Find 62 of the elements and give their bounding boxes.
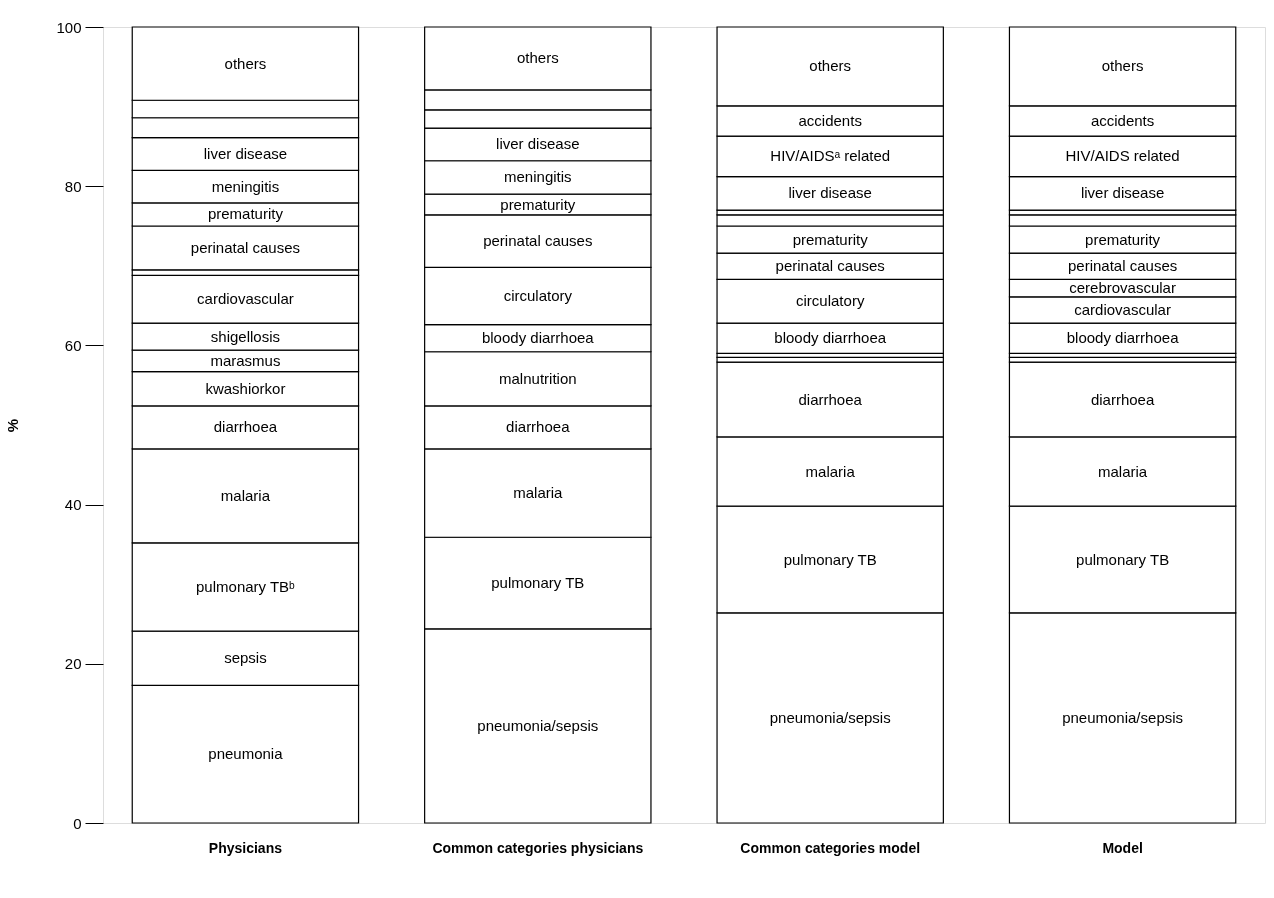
- data-label: pneumonia: [208, 745, 284, 763]
- data-label: pulmonary TB: [783, 550, 877, 568]
- data-label: prematurity: [1085, 230, 1161, 248]
- data-label: pneumonia/sepsis: [1062, 708, 1184, 726]
- data-label: liver disease: [203, 144, 288, 162]
- data-label: malaria: [220, 486, 271, 504]
- data-label: bloody diarrhoea: [481, 329, 595, 347]
- y-tick-label: 40: [64, 496, 82, 514]
- data-label: prematurity: [500, 195, 576, 213]
- data-label: others: [1101, 57, 1144, 75]
- data-label: diarrhoea: [506, 418, 571, 436]
- data-label: prematurity: [207, 205, 284, 223]
- data-label: circulatory: [503, 287, 573, 305]
- data-label: cardiovascular: [1074, 300, 1171, 318]
- data-label: sepsis: [224, 649, 267, 667]
- data-label: marasmus: [210, 351, 281, 369]
- data-label: accidents: [798, 111, 862, 129]
- data-label: others: [224, 54, 267, 72]
- data-label: perinatal causes: [1067, 257, 1178, 275]
- data-label: perinatal causes: [483, 232, 593, 250]
- data-label: pulmonary TB: [1076, 550, 1170, 568]
- y-tick-label: 60: [64, 336, 82, 354]
- data-label: diarrhoea: [213, 418, 278, 436]
- data-label: meningitis: [211, 177, 280, 195]
- data-label: malaria: [805, 462, 856, 480]
- data-label: HIV/AIDSᵃ related: [770, 147, 891, 165]
- data-label: circulatory: [796, 292, 865, 310]
- data-label: prematurity: [792, 230, 869, 248]
- data-label: kwashiorkor: [205, 379, 286, 397]
- data-label: cerebrovascular: [1069, 279, 1176, 297]
- x-tick-label: Model: [1102, 839, 1143, 856]
- y-axis-title: %: [4, 418, 22, 433]
- data-label: bloody diarrhoea: [774, 329, 887, 347]
- data-label: pulmonary TB: [491, 574, 585, 592]
- data-label: HIV/AIDS related: [1065, 147, 1180, 165]
- data-label: others: [516, 49, 559, 67]
- y-tick-label: 20: [64, 655, 82, 673]
- data-label: meningitis: [504, 168, 572, 186]
- data-label: diarrhoea: [1090, 390, 1155, 408]
- data-label: shigellosis: [210, 327, 280, 345]
- data-label: perinatal causes: [775, 257, 885, 275]
- data-label: malaria: [513, 484, 564, 502]
- data-label: others: [809, 57, 852, 75]
- data-label: pneumonia/sepsis: [477, 716, 599, 734]
- y-tick-label: 80: [64, 177, 82, 195]
- data-label: diarrhoea: [798, 390, 863, 408]
- data-label: accidents: [1090, 111, 1155, 129]
- data-label: pulmonary TBᵇ: [196, 577, 296, 595]
- data-label: malnutrition: [499, 369, 577, 387]
- data-label: liver disease: [496, 135, 580, 153]
- data-label: malaria: [1098, 462, 1148, 480]
- y-tick-label: 100: [56, 18, 82, 36]
- data-label: bloody diarrhoea: [1066, 329, 1180, 347]
- data-label: liver disease: [788, 184, 872, 202]
- y-tick-label: 0: [73, 814, 82, 832]
- x-tick-label: Physicians: [208, 839, 283, 856]
- x-tick-label: Common categories physicians: [432, 839, 644, 856]
- data-label: perinatal causes: [190, 238, 301, 256]
- data-label: pneumonia/sepsis: [769, 708, 891, 726]
- data-label: cardiovascular: [197, 290, 294, 308]
- data-label: liver disease: [1080, 184, 1165, 202]
- x-tick-label: Common categories model: [740, 839, 921, 856]
